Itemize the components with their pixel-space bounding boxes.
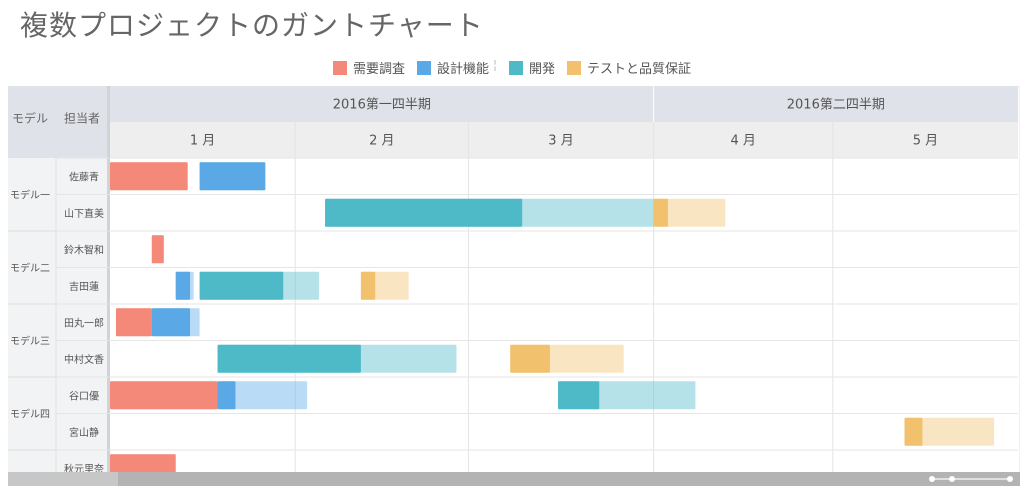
task-bar[interactable] — [217, 381, 308, 410]
legend-swatch-development — [509, 60, 524, 75]
group-label: モデル四 — [10, 408, 50, 421]
task-bar-completed[interactable] — [510, 344, 550, 373]
legend-item-development[interactable]: 開発 — [509, 58, 555, 77]
group-label: モデル一 — [10, 189, 50, 202]
zoom-in-icon[interactable] — [1007, 476, 1013, 482]
task-bar-completed[interactable] — [110, 381, 218, 410]
group-label: モデル二 — [10, 262, 50, 275]
zoom-out-icon[interactable] — [929, 476, 935, 482]
task-bar-completed[interactable] — [199, 271, 284, 300]
month-tick-label: 1 月 — [190, 134, 215, 149]
group-label: モデル三 — [10, 335, 50, 348]
row-label: 山下直美 — [64, 207, 104, 220]
legend-separator: ¦ — [492, 58, 498, 72]
month-tick-label: 5 月 — [913, 134, 938, 149]
task-bar-completed[interactable] — [217, 381, 236, 410]
task-bar-completed[interactable] — [904, 417, 923, 446]
row-label: 吉田蓮 — [69, 280, 99, 293]
task-bar-completed[interactable] — [325, 198, 523, 227]
legend-swatch-research — [332, 60, 347, 75]
header-label-assignee: 担当者 — [64, 112, 100, 126]
quarter-label: 2016第二四半期 — [787, 98, 885, 113]
task-bar-completed[interactable] — [175, 271, 191, 300]
month-tick-label: 3 月 — [548, 134, 573, 149]
row-label: 宮山静 — [69, 426, 99, 439]
legend-label-research: 需要調査 — [352, 62, 405, 77]
horizontal-scrollbar[interactable] — [8, 472, 1020, 486]
zoom-handle-icon[interactable] — [949, 476, 955, 482]
task-bar-completed[interactable] — [217, 344, 361, 373]
legend-label-testing: テストと品質保証 — [587, 62, 692, 77]
row-label: 谷口優 — [69, 389, 99, 402]
legend-item-testing[interactable]: テストと品質保証 — [567, 58, 691, 77]
task-bar-completed[interactable] — [360, 271, 376, 300]
legend-item-design[interactable]: 設計機能 — [416, 58, 489, 77]
gantt-chart: モデル 担当者 2016第一四半期 2016第二四半期 1 月 2 月 3 月 4 月 5 月佐… — [7, 85, 1021, 487]
row-label: 中村文香 — [64, 353, 104, 366]
corner-header-background — [8, 86, 110, 158]
legend-label-development: 開発 — [529, 62, 556, 77]
row-label: 田丸一郎 — [64, 316, 104, 329]
legend-swatch-testing — [567, 60, 582, 75]
task-bar-completed[interactable] — [110, 162, 188, 191]
header-label-model: モデル — [12, 111, 48, 126]
task-bar-completed[interactable] — [151, 235, 164, 264]
frozen-divider — [107, 86, 110, 472]
task-bar-completed[interactable] — [653, 198, 668, 227]
task-bar[interactable] — [904, 417, 995, 446]
row-label: 佐藤青 — [69, 170, 99, 183]
legend-swatch-design — [416, 60, 431, 75]
scrollbar-track-left — [8, 472, 118, 486]
month-tick-label: 4 月 — [731, 134, 756, 149]
task-bar[interactable] — [653, 198, 726, 227]
quarter-label: 2016第一四半期 — [333, 98, 431, 113]
legend-label-design: 設計機能 — [436, 62, 489, 77]
row-label: 鈴木智和 — [64, 243, 104, 256]
month-tick-label: 2 月 — [369, 134, 394, 149]
task-bar-completed[interactable] — [558, 381, 600, 410]
legend: 需要調査 設計機能 ¦ 開発 テストと品質保証 — [0, 58, 1024, 77]
month-header-background — [110, 122, 1018, 158]
quarter-header-background — [110, 86, 1018, 122]
task-bar-completed[interactable] — [151, 308, 191, 337]
task-bar-completed[interactable] — [199, 162, 266, 191]
legend-item-research[interactable]: 需要調査 — [332, 58, 405, 77]
chart-title: 複数プロジェクトのガントチャート — [20, 9, 484, 42]
gantt-svg: モデル 担当者 2016第一四半期 2016第二四半期 1 月 2 月 3 月 4 月 5 月佐… — [7, 85, 1021, 487]
task-bar-completed[interactable] — [115, 308, 152, 337]
